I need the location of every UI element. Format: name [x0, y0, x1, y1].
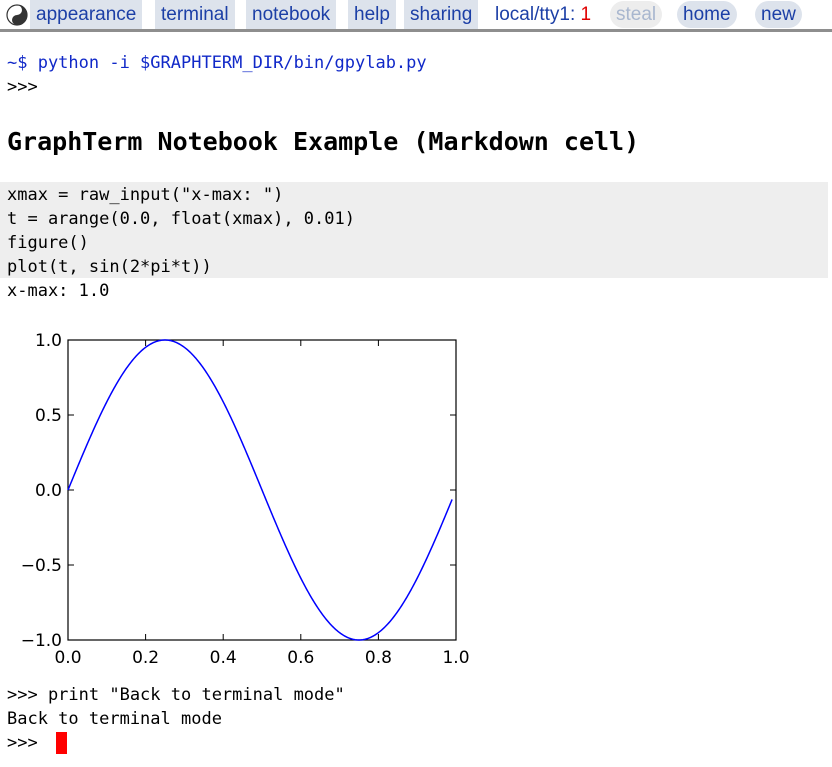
- menubar: appearance terminal notebook help sharin…: [0, 0, 832, 32]
- x-tick-label: 0.6: [287, 648, 314, 668]
- y-tick-label: −0.5: [21, 556, 62, 576]
- terminal-cursor[interactable]: [56, 732, 67, 754]
- yin-yang-logo-icon[interactable]: [6, 4, 28, 26]
- x-tick-label: 0.2: [132, 648, 159, 668]
- print-command: >>> print "Back to terminal mode": [7, 685, 345, 705]
- code-cell[interactable]: xmax = raw_input("x-max: ") t = arange(0…: [0, 182, 828, 278]
- shell-command-line: ~$ python -i $GRAPHTERM_DIR/bin/gpylab.p…: [7, 53, 427, 73]
- sine-series-line: [67, 339, 453, 641]
- menu-sharing[interactable]: sharing: [404, 0, 479, 29]
- x-tick-label: 0.0: [54, 648, 81, 668]
- markdown-heading: GraphTerm Notebook Example (Markdown cel…: [7, 127, 640, 156]
- x-tick-label: 1.0: [442, 648, 469, 668]
- y-tick-label: 0.0: [35, 481, 62, 501]
- home-button[interactable]: home: [677, 1, 737, 28]
- input-echo: x-max: 1.0: [7, 281, 110, 301]
- y-tick-label: 0.5: [35, 406, 62, 426]
- code-line-1: xmax = raw_input("x-max: "): [7, 185, 284, 205]
- menu-terminal[interactable]: terminal: [155, 0, 235, 29]
- session-count: 1: [580, 4, 592, 25]
- y-tick-label: −1.0: [21, 631, 62, 651]
- y-tick-label: 1.0: [35, 331, 62, 351]
- code-line-2: t = arange(0.0, float(xmax), 0.01): [7, 209, 355, 229]
- final-prompt: >>>: [7, 733, 38, 753]
- menu-appearance[interactable]: appearance: [30, 0, 143, 29]
- x-tick-label: 0.4: [210, 648, 237, 668]
- print-output: Back to terminal mode: [7, 709, 222, 729]
- menu-help[interactable]: help: [348, 0, 396, 29]
- python-prompt: >>>: [7, 77, 38, 97]
- new-button[interactable]: new: [755, 1, 802, 28]
- sine-plot: 0.0 0.2 0.4 0.6 0.8 1.0 −1.0 −0.5 0.0 0.5 1.0: [21, 331, 470, 668]
- code-line-3: figure(): [7, 233, 89, 253]
- session-indicator[interactable]: local/tty1: 1: [489, 0, 598, 29]
- code-line-4: plot(t, sin(2*pi*t)): [7, 257, 212, 277]
- session-label: local/tty1:: [495, 4, 576, 25]
- steal-button[interactable]: steal: [610, 1, 663, 28]
- plot-tick-labels: 0.0 0.2 0.4 0.6 0.8 1.0 −1.0 −0.5 0.0 0.5 1.0: [21, 331, 470, 668]
- menu-notebook[interactable]: notebook: [246, 0, 337, 29]
- x-tick-label: 0.8: [365, 648, 392, 668]
- plot-ticks: [67, 339, 457, 641]
